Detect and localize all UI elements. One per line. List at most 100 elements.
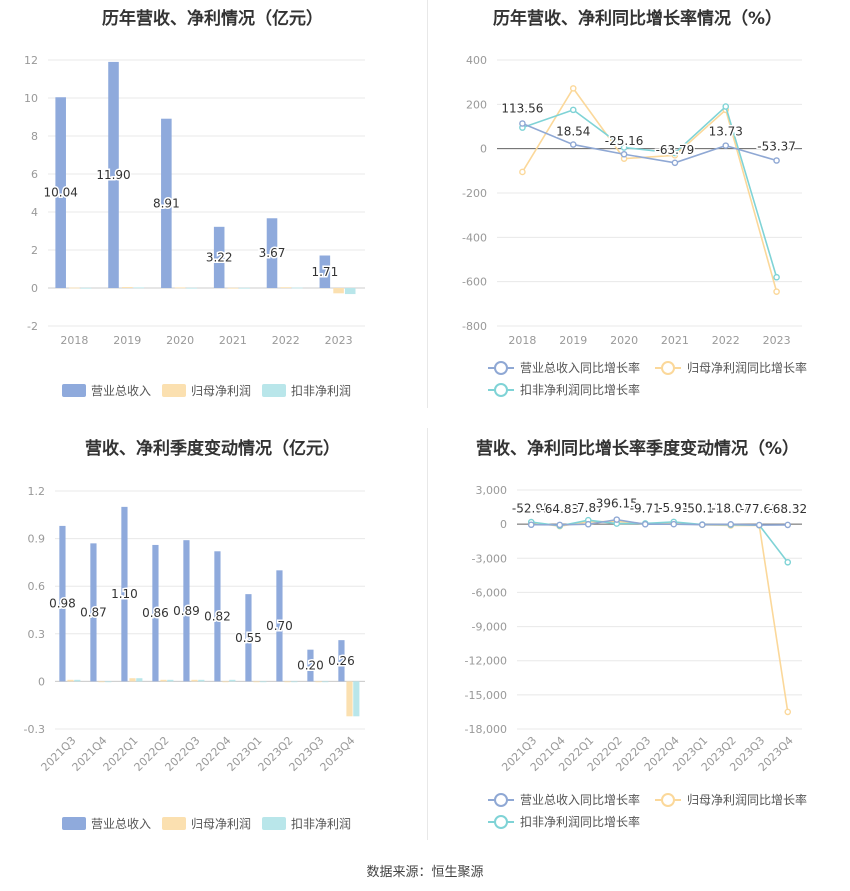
legend-swatch	[262, 817, 286, 830]
revenue-growth-point	[556, 521, 564, 529]
legend-label: 扣非净利润同比增长率	[520, 382, 640, 397]
deducted-profit-bar	[198, 679, 205, 682]
revenue-growth-point	[527, 521, 535, 529]
revenue-bar	[307, 649, 314, 682]
data-label: -64.83	[540, 502, 579, 516]
deducted-growth-point	[569, 106, 577, 114]
data-label: 0.70	[266, 619, 293, 633]
net-profit-bar	[191, 679, 198, 682]
y-tick-label: -3,000	[472, 552, 507, 565]
revenue-bar	[183, 540, 190, 682]
revenue-bar	[338, 640, 345, 682]
data-label: -18.07	[711, 501, 750, 515]
net-profit-growth-point	[569, 85, 577, 92]
revenue-bar	[214, 551, 221, 682]
net-profit-growth-line	[531, 520, 789, 713]
data-label: 0.20	[297, 659, 324, 673]
data-label: 3.67	[259, 246, 286, 260]
net-profit-growth-point	[773, 288, 780, 295]
y-tick-label: 0	[38, 675, 45, 688]
y-tick-label: -600	[462, 276, 487, 289]
legend-marker	[494, 383, 508, 397]
y-tick-label: 8	[31, 130, 38, 143]
revenue-growth-point	[641, 520, 649, 528]
y-tick-label: 0.6	[28, 580, 46, 593]
net-profit-bar	[222, 681, 229, 683]
data-label: -50.17	[683, 502, 722, 516]
net-profit-growth-point	[519, 168, 526, 176]
deducted-profit-bar	[136, 678, 143, 682]
x-tick-label: 2019	[113, 334, 141, 347]
data-label: -5.91	[658, 501, 689, 515]
x-tick-label: 2021	[219, 334, 247, 347]
legend-swatch	[62, 817, 86, 830]
x-tick-label: 2023	[325, 334, 353, 347]
legend-label: 扣非净利润	[291, 384, 351, 398]
net-profit-bar	[284, 681, 291, 683]
deducted-profit-bar	[353, 681, 360, 717]
legend-swatch	[162, 384, 186, 397]
data-label: 3.22	[206, 250, 233, 264]
y-tick-label: 1.2	[28, 485, 46, 498]
net-profit-bar	[253, 681, 260, 683]
y-tick-label: -200	[462, 187, 487, 200]
data-label: 396.15	[596, 497, 638, 511]
legend-label: 归母净利润	[191, 817, 251, 831]
y-tick-label: 0	[480, 143, 487, 156]
revenue-bar	[319, 255, 331, 288]
annual-growth-rate-chart: 历年营收、净利同比增长率情况（%） 400 200 0 -200 -400 -600 -80…	[425, 0, 850, 410]
net-profit-bar	[174, 287, 186, 289]
y-tick-label: 200	[466, 98, 487, 111]
legend-label: 营业总收入同比增长率	[520, 792, 640, 807]
data-label: 11.90	[96, 168, 130, 182]
revenue-growth-point	[784, 521, 792, 529]
x-tick-label: 2023Q4	[318, 734, 358, 774]
revenue-bar	[108, 61, 119, 289]
deducted-growth-point	[620, 144, 628, 151]
panel-divider	[427, 428, 428, 840]
deducted-profit-bar	[167, 679, 174, 682]
x-tick-label: 2020	[166, 334, 194, 347]
quarterly-growth-rate-chart: 营收、净利同比增长率季度变动情况（%） 3,000 0 -3,000 -6,000 -9…	[425, 428, 850, 848]
y-tick-label: 6	[31, 168, 38, 181]
x-tick-label: 2020	[610, 334, 638, 347]
revenue-bar	[59, 525, 66, 682]
legend-marker	[494, 815, 508, 829]
deducted-growth-line	[531, 519, 789, 563]
chart-title: 历年营收、净利同比增长率情况（%）	[492, 9, 783, 29]
annual-revenue-profit-chart: 历年营收、净利情况（亿元） 12 10 8 6 4 2 0 -2 2018 2019 2020 202…	[0, 0, 425, 410]
legend-label: 扣非净利润	[291, 817, 351, 831]
deducted-profit-bar	[229, 679, 236, 682]
legend-swatch	[62, 384, 86, 397]
quarterly-bar-chart-svg: 1.20.90.60.30-0.32021Q32021Q42022Q12022Q…	[24, 485, 365, 831]
data-label: 1.10	[111, 587, 138, 601]
net-profit-bar	[67, 679, 74, 682]
revenue-growth-point	[671, 159, 679, 167]
data-label: 1.71	[311, 265, 338, 279]
annual-line-chart-svg: 400 200 0 -200 -400 -600 -800 2018 2019 2020 2021 2…	[462, 54, 807, 397]
y-tick-label: -15,000	[465, 689, 507, 702]
revenue-bar	[245, 594, 252, 682]
revenue-growth-point	[613, 516, 621, 523]
chart-title: 营收、净利季度变动情况（亿元）	[85, 439, 340, 459]
deducted-profit-bar	[74, 679, 81, 682]
legend-swatch	[162, 817, 186, 830]
deducted-profit-bar	[80, 287, 92, 289]
revenue-bar	[90, 543, 97, 682]
y-tick-label: 10	[24, 92, 38, 105]
deducted-growth-point	[722, 103, 730, 110]
net-profit-bar	[315, 681, 322, 683]
legend-label: 扣非净利润同比增长率	[520, 814, 640, 829]
x-tick-label: 2018	[60, 334, 88, 347]
y-tick-label: 4	[31, 206, 38, 219]
y-tick-label: 0.9	[28, 533, 46, 546]
net-profit-bar	[69, 287, 80, 289]
deducted-profit-bar	[344, 288, 356, 295]
chart-title: 历年营收、净利情况（亿元）	[102, 9, 323, 29]
y-tick-label: 0	[500, 518, 507, 531]
data-label: 0.82	[204, 609, 231, 623]
data-label: 0.98	[49, 597, 76, 611]
y-tick-label: 0	[31, 282, 38, 295]
net-profit-bar	[121, 287, 133, 288]
net-profit-bar	[227, 287, 239, 289]
